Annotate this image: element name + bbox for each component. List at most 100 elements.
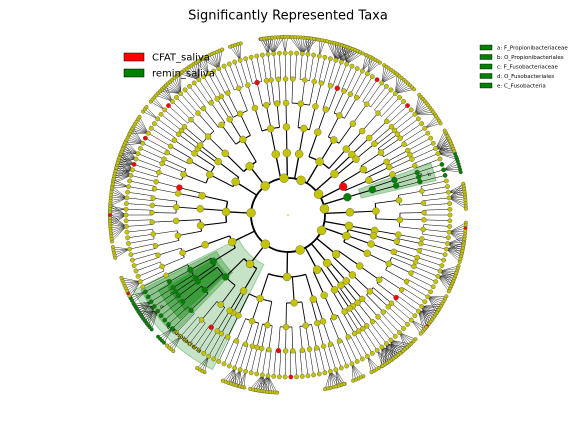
branch (423, 224, 450, 227)
species-branch (351, 363, 362, 378)
taxon-node (359, 165, 368, 174)
taxon-node (349, 361, 355, 367)
taxon-node (320, 291, 328, 299)
branch (320, 267, 335, 291)
species-branch (166, 336, 181, 346)
taxon-node (380, 363, 385, 368)
branch (152, 197, 177, 202)
species-branch (168, 336, 181, 348)
species-branch (367, 58, 373, 74)
branch (198, 328, 214, 351)
taxon-node (364, 353, 370, 359)
species-branch (139, 116, 149, 134)
taxon-node (374, 347, 380, 353)
taxon-node (359, 68, 365, 74)
species-branch (110, 226, 127, 228)
species-branch (414, 94, 420, 115)
species-branch (381, 346, 396, 357)
taxon-node (124, 195, 130, 201)
branch (351, 137, 370, 155)
taxon-node (412, 111, 418, 117)
taxon-node (333, 367, 339, 373)
branch (370, 243, 394, 253)
taxon-node (191, 80, 197, 86)
species-branch (435, 142, 451, 149)
taxon-node (313, 128, 322, 136)
taxon-node (446, 229, 452, 235)
taxon-node (282, 348, 289, 354)
branch (362, 79, 378, 102)
branch (132, 252, 158, 261)
species-branch (110, 226, 127, 231)
species-branch (148, 306, 155, 326)
taxon-node (288, 374, 294, 380)
taxon-node (397, 135, 403, 141)
taxon-node (313, 189, 324, 199)
species-branch (302, 39, 318, 54)
taxon-node (397, 95, 402, 100)
taxon-node (178, 127, 185, 134)
taxon-node (341, 308, 348, 315)
species-branch (134, 123, 149, 134)
taxon-node (397, 330, 402, 335)
taxon-node (445, 241, 450, 246)
taxon-node (123, 212, 129, 218)
species-branch (235, 44, 241, 61)
taxon-node (192, 275, 199, 282)
branch (397, 295, 419, 312)
taxon-node (218, 93, 225, 100)
taxon-node (388, 337, 394, 343)
taxon-node (271, 373, 277, 379)
species-branch (111, 191, 127, 199)
species-branch (302, 37, 307, 54)
species-branch (269, 37, 274, 54)
species-branch (424, 123, 441, 129)
branch (194, 153, 215, 167)
species-branch (418, 311, 429, 325)
species-branch (138, 306, 155, 313)
taxon-node (126, 184, 131, 189)
branch (309, 106, 316, 130)
branch (180, 316, 199, 337)
species-branch (195, 62, 209, 74)
branch (256, 348, 263, 375)
species-branch (115, 169, 133, 171)
species-branch (367, 59, 376, 74)
taxon-node (379, 80, 385, 86)
taxon-node (415, 116, 421, 122)
species-branch (113, 169, 133, 180)
species-branch (399, 332, 406, 349)
taxon-node (394, 131, 401, 137)
branch (179, 187, 203, 194)
branch (348, 225, 375, 231)
species-branch (129, 281, 141, 296)
taxon-node (187, 83, 192, 89)
branch (328, 148, 347, 169)
species-branch (439, 270, 456, 277)
branch (376, 282, 397, 298)
species-branch (337, 43, 342, 63)
taxon-node (411, 87, 416, 92)
species-branch (115, 172, 131, 176)
branch (397, 238, 422, 244)
species-branch (390, 339, 405, 350)
taxon-node (305, 373, 311, 379)
taxon-node (311, 78, 317, 85)
branch (415, 261, 441, 272)
taxon-node (407, 152, 413, 158)
taxon-node (336, 112, 343, 119)
branch (193, 82, 210, 105)
species-branch (414, 100, 425, 115)
species-branch (143, 310, 158, 319)
branch (341, 66, 353, 91)
species-branch (165, 85, 181, 94)
taxon-node (144, 105, 149, 110)
species-branch (112, 246, 130, 250)
species-branch (341, 50, 356, 63)
species-branch (233, 367, 235, 385)
species-branch (362, 54, 367, 72)
species-branch (200, 59, 209, 74)
species-branch (449, 194, 465, 199)
species-branch (225, 367, 235, 382)
branch (367, 166, 390, 178)
